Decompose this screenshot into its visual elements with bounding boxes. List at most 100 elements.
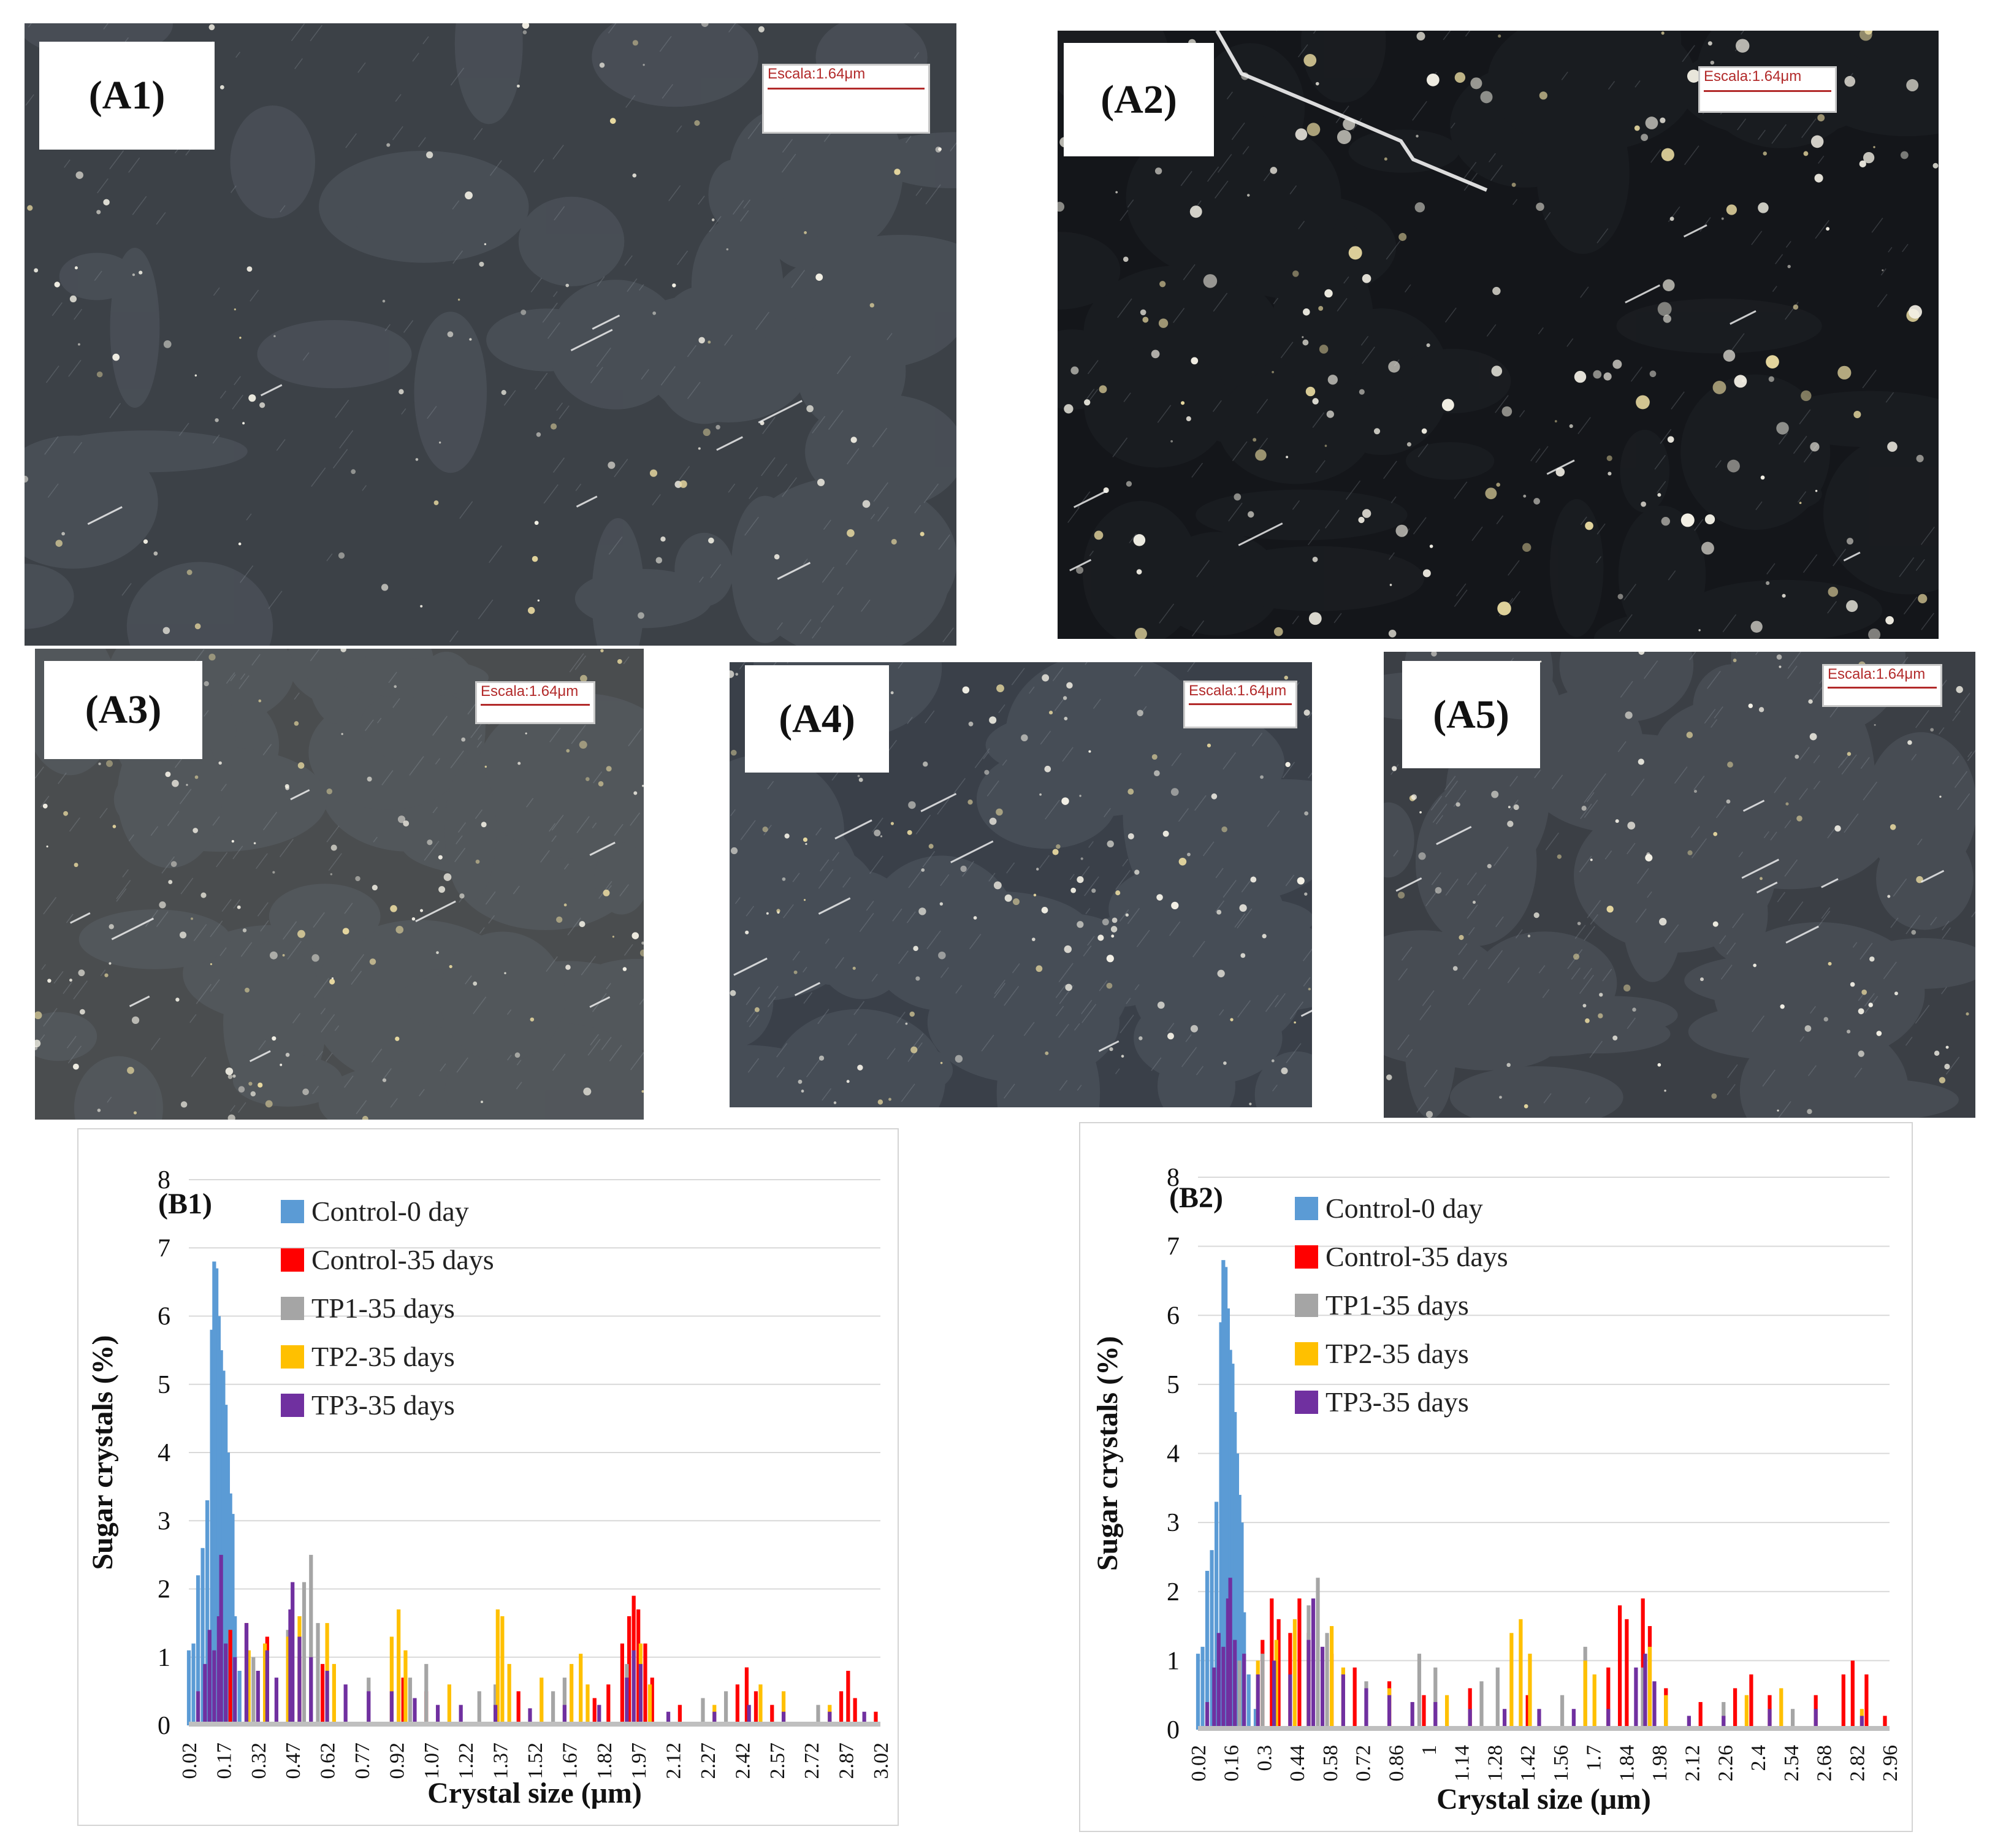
texture-streak — [1777, 892, 1785, 903]
crystal-particle — [940, 1061, 943, 1064]
bar — [1230, 1364, 1235, 1730]
bar — [1242, 1654, 1246, 1730]
x-tick-label: 1.84 — [1615, 1745, 1638, 1782]
texture-streak — [1157, 405, 1172, 423]
texture-streak — [1954, 771, 1968, 788]
texture-streak — [193, 924, 207, 942]
texture-streak — [73, 441, 83, 454]
x-tick-label: 2.72 — [801, 1743, 823, 1779]
texture-streak — [1325, 510, 1340, 529]
crystal-particle — [1667, 436, 1674, 443]
texture-streak — [749, 487, 758, 499]
crystal-particle — [280, 1063, 283, 1066]
texture-streak — [1722, 614, 1737, 633]
crystal-particle — [1846, 600, 1858, 613]
crystal-particle — [1603, 372, 1612, 381]
texture-streak — [1436, 815, 1444, 825]
texture-patch — [1610, 31, 1682, 98]
texture-streak — [1069, 874, 1075, 880]
crystal-particle — [1776, 654, 1782, 660]
legend-label: TP1-35 days — [1326, 1289, 1469, 1321]
crystal-particles — [1058, 31, 1939, 639]
crystal-particle — [1491, 365, 1503, 377]
texture-streak — [898, 950, 909, 964]
crystal-particle — [1966, 1012, 1969, 1016]
legend-swatch — [1295, 1197, 1318, 1220]
crystal-particle — [411, 917, 416, 921]
texture-streak — [1596, 228, 1609, 243]
texture-streak — [488, 915, 495, 924]
texture-streak — [314, 977, 329, 998]
scale-line-a3 — [481, 704, 590, 706]
texture-streak — [1087, 936, 1095, 946]
texture-patch — [1273, 246, 1373, 391]
needle-crystal — [1098, 1040, 1120, 1052]
scale-line-a1 — [768, 88, 925, 90]
crystal-particle — [1207, 743, 1211, 747]
bar — [816, 1705, 820, 1725]
crystal-particle — [1406, 442, 1411, 447]
texture-streak — [1774, 777, 1787, 793]
crystal-particle — [641, 1090, 644, 1093]
crystal-particle — [1070, 366, 1079, 375]
texture-streak — [1788, 901, 1804, 922]
crystal-particle — [35, 1045, 38, 1050]
texture-streak — [870, 513, 875, 520]
texture-patch — [1747, 795, 1813, 837]
crystal-particle — [397, 815, 406, 823]
crystal-particle — [1297, 877, 1305, 885]
crystal-particle — [1810, 442, 1820, 452]
y-tick-label: 7 — [1167, 1233, 1180, 1261]
crystal-particle — [730, 847, 738, 855]
crystal-particle — [1110, 926, 1118, 933]
texture-streak — [287, 941, 302, 960]
crystal-particle — [1663, 279, 1675, 291]
scale-bar-a2: Escala:1.64μm — [1698, 66, 1837, 113]
texture-streak — [450, 67, 465, 86]
texture-streak — [432, 716, 448, 736]
crystal-particle — [395, 925, 404, 934]
texture-patch — [1058, 232, 1121, 310]
texture-patch — [731, 495, 799, 643]
bar — [781, 1711, 786, 1725]
texture-streak — [630, 1052, 644, 1071]
needle-crystal — [415, 900, 456, 923]
crystal-particle — [1126, 481, 1132, 487]
crystal-particle — [399, 389, 404, 395]
texture-streak — [1815, 220, 1829, 239]
texture-streak — [1006, 862, 1015, 874]
texture-streak — [1183, 264, 1196, 280]
texture-patch — [1622, 841, 1684, 982]
texture-streak — [1297, 44, 1308, 58]
texture-streak — [1219, 1009, 1224, 1016]
crystal-particle — [257, 1082, 263, 1088]
bar — [219, 1350, 223, 1725]
texture-streak — [1039, 855, 1050, 869]
texture-patch — [796, 310, 906, 432]
crystal-particle — [1918, 594, 1928, 603]
crystal-particle — [798, 1079, 803, 1084]
crystal-particle — [1625, 711, 1633, 719]
x-tick-label: 2.26 — [1714, 1745, 1737, 1782]
bar — [262, 1643, 267, 1725]
legend-swatch — [1295, 1245, 1318, 1269]
crystal-particle — [153, 551, 158, 556]
bar — [231, 1514, 235, 1725]
crystal-particle — [1555, 467, 1565, 477]
texture-streak — [1052, 667, 1064, 682]
texture-streak — [189, 1014, 197, 1023]
bar — [846, 1671, 850, 1725]
crystal-particle — [1882, 269, 1884, 272]
texture-streak — [1854, 1067, 1863, 1078]
crystal-particle — [1033, 893, 1037, 897]
crystal-particle — [514, 1052, 521, 1058]
crystal-particle — [1638, 758, 1644, 765]
bar — [435, 1705, 440, 1725]
chart-panel-label: (B1) — [158, 1188, 212, 1220]
scale-bar-a5: Escala:1.64μm — [1822, 664, 1942, 707]
texture-streak — [1810, 1006, 1816, 1014]
crystal-particle — [1389, 584, 1392, 586]
texture-patch — [1243, 210, 1362, 270]
texture-streak — [1486, 324, 1497, 337]
texture-streak — [1213, 292, 1228, 312]
